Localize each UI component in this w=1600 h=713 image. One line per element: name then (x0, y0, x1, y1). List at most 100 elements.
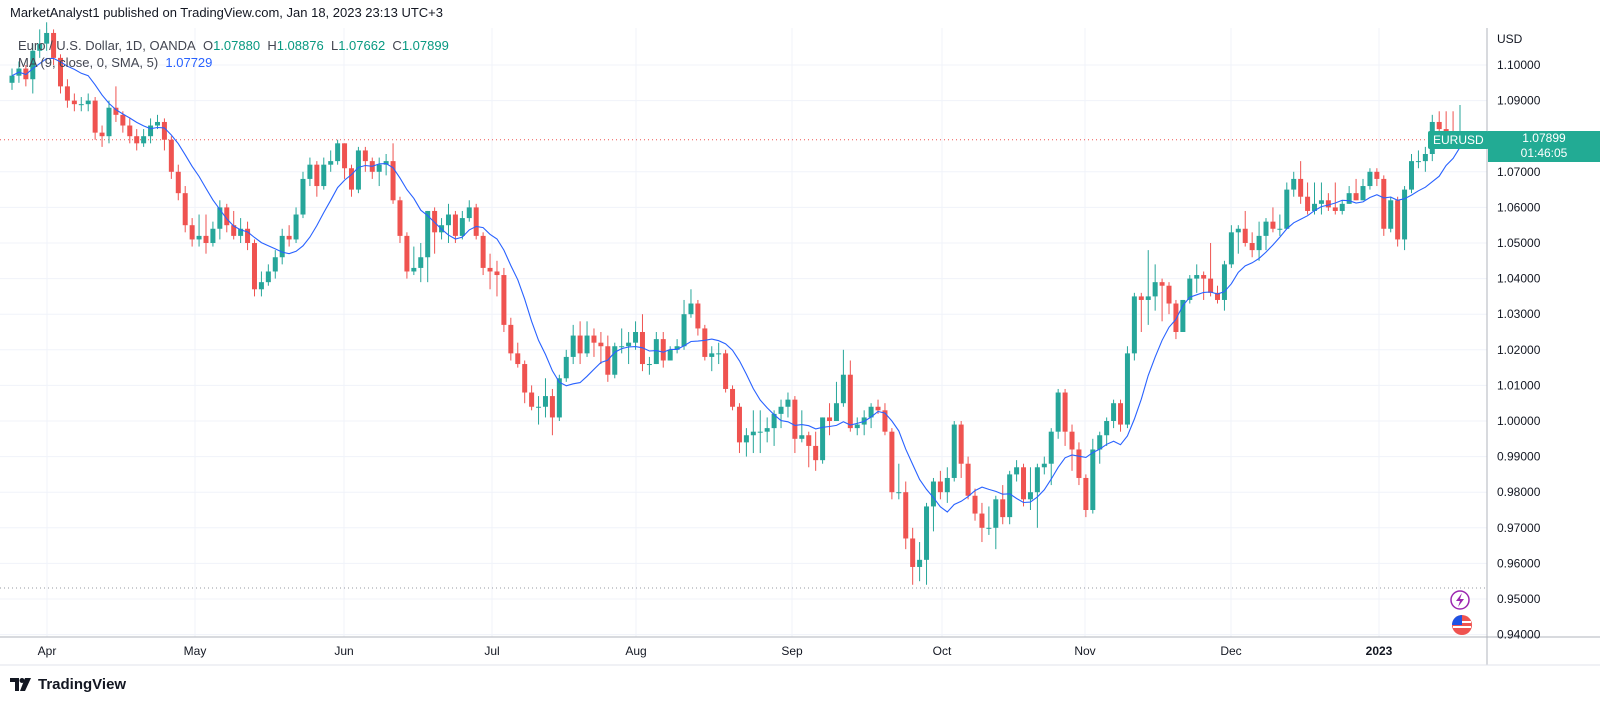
price-tick-label: 0.97000 (1497, 521, 1541, 535)
candle (924, 502, 930, 585)
price-tick-label: 0.96000 (1497, 556, 1541, 570)
us-eu-flag-icon[interactable] (1452, 615, 1472, 635)
candle (452, 210, 458, 243)
candle-body (1076, 449, 1082, 478)
candle-body (1187, 278, 1193, 300)
candle-body (1034, 467, 1040, 493)
candle (674, 339, 680, 354)
ma-legend[interactable]: MA (9, close, 0, SMA, 5) 1.07729 (18, 54, 449, 71)
candle-body (903, 492, 909, 539)
candle-body (487, 267, 493, 272)
candle-body (806, 435, 812, 446)
candle-body (1443, 129, 1449, 133)
candle-body (1298, 178, 1304, 197)
candle (231, 210, 237, 240)
candle-body (1145, 296, 1151, 300)
candle (245, 221, 251, 251)
candle-body (1339, 203, 1345, 211)
candle-body (307, 164, 313, 179)
candle (127, 118, 133, 144)
candle-body (175, 171, 181, 194)
candle-body (1152, 282, 1158, 297)
price-tick-label: 1.01000 (1497, 378, 1541, 392)
candle-body (542, 396, 548, 407)
price-axis[interactable]: 1.10000 1.09000 1.07000 1.06000 1.05000 1.040… (1497, 58, 1541, 642)
candle (1111, 399, 1117, 429)
candle (404, 232, 410, 279)
candle (376, 157, 382, 187)
candle-body (1228, 232, 1234, 265)
candle-body (335, 143, 341, 162)
candle (764, 417, 770, 443)
candle-body (1166, 285, 1172, 304)
price-tick-label: 1.07000 (1497, 165, 1541, 179)
candle (882, 403, 888, 436)
candle-body (958, 424, 964, 464)
candle-body (1180, 299, 1186, 332)
candle (445, 203, 451, 243)
high-label: H (267, 38, 277, 53)
candle-body (1325, 200, 1331, 208)
time-axis[interactable]: Apr May Jun Jul Aug Sep Oct Nov Dec 2023 (38, 644, 1393, 658)
low-value: 1.07662 (338, 38, 386, 53)
candle (342, 143, 348, 179)
candle-body (508, 324, 514, 354)
candle (1242, 210, 1248, 247)
candle (1083, 474, 1089, 518)
candle (1374, 168, 1380, 187)
candle-body (196, 235, 202, 240)
candle (64, 79, 70, 108)
candle-body (820, 417, 826, 461)
candle-body (161, 121, 167, 140)
price-tick-label: 0.98000 (1497, 485, 1541, 499)
price-tick-label: 1.06000 (1497, 200, 1541, 214)
candle (1409, 154, 1415, 194)
candle (536, 396, 542, 425)
candle-body (633, 332, 639, 343)
candle (660, 332, 666, 368)
candle (238, 218, 244, 243)
candle (44, 22, 50, 51)
candle (321, 157, 327, 190)
time-tick-label: Apr (38, 644, 57, 658)
candle-body (1388, 200, 1394, 229)
candle-body (362, 150, 368, 162)
candle (1104, 417, 1110, 446)
candle (328, 150, 334, 172)
candle-body (404, 235, 410, 272)
candle (591, 328, 597, 357)
symbol-legend[interactable]: Euro / U.S. Dollar, 1D, OANDA O1.07880 H… (18, 37, 449, 54)
candle-body (397, 200, 403, 236)
candle (1048, 428, 1054, 486)
high-value: 1.08876 (276, 38, 324, 53)
candle (806, 431, 812, 468)
candle (937, 470, 943, 500)
candle (1041, 456, 1047, 475)
time-tick-label: Jul (484, 644, 499, 658)
candle-body (383, 161, 389, 165)
candle (99, 125, 105, 147)
candle (148, 118, 154, 144)
candle (1298, 161, 1304, 204)
candle-body (875, 406, 881, 411)
candle-body (1131, 296, 1137, 354)
candle-body (279, 235, 285, 258)
candle (71, 93, 77, 112)
candle (896, 463, 902, 500)
price-tick-label: 1.03000 (1497, 307, 1541, 321)
candle (432, 207, 438, 254)
time-tick-label: Jun (334, 644, 353, 658)
candle (1415, 150, 1421, 169)
footer[interactable]: TradingView (10, 676, 126, 693)
candle-body (785, 399, 791, 407)
candle (1062, 388, 1068, 446)
candle-body (1090, 449, 1096, 510)
candle-body (189, 225, 195, 240)
candle-body (1332, 207, 1338, 211)
lightning-icon[interactable] (1450, 590, 1470, 610)
candle (639, 314, 645, 372)
candle (840, 349, 846, 407)
candle-body (258, 282, 264, 290)
candle (51, 29, 57, 65)
